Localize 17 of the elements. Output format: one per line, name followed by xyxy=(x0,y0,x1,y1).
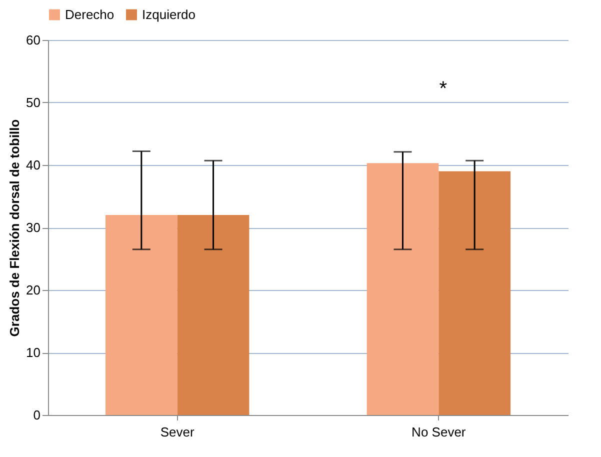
y-tick-label: 20 xyxy=(26,282,40,298)
y-tick-label: 40 xyxy=(26,158,40,172)
y-tick-label: 60 xyxy=(26,32,40,48)
legend-label: Izquierdo xyxy=(142,6,196,22)
y-tick-label: 10 xyxy=(26,345,40,360)
bar xyxy=(438,171,511,415)
x-tick-label: Sever xyxy=(160,424,195,440)
y-axis-title: Grados de Flexión dorsal de tobillo xyxy=(7,119,22,337)
annotation: * xyxy=(439,78,448,100)
bar xyxy=(105,215,178,415)
y-tick-label: 30 xyxy=(26,220,40,235)
y-tick-label: 50 xyxy=(26,95,40,110)
legend-label: Derecho xyxy=(65,6,114,22)
bar xyxy=(177,215,250,415)
x-tick-label: No Sever xyxy=(412,424,466,440)
y-tick-label: 0 xyxy=(33,408,40,422)
bar xyxy=(366,163,439,415)
